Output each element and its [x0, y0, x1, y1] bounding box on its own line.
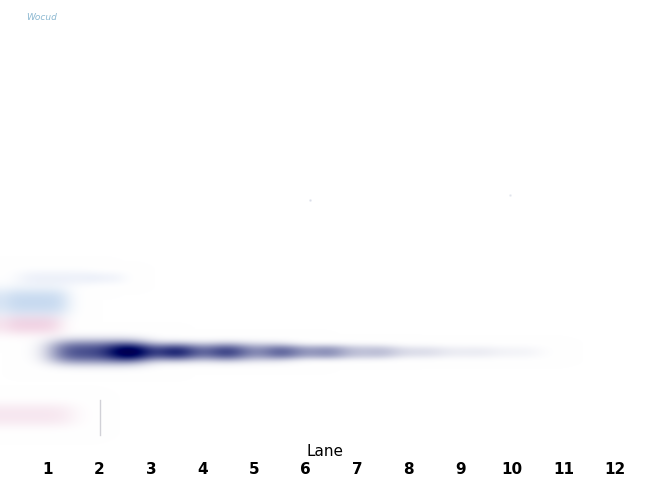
Text: 10: 10: [501, 462, 523, 478]
Text: 4: 4: [198, 462, 208, 478]
Text: 6: 6: [300, 462, 311, 478]
Text: Lane: Lane: [307, 445, 343, 459]
Text: 11: 11: [553, 462, 574, 478]
Text: 12: 12: [604, 462, 625, 478]
Text: 5: 5: [249, 462, 259, 478]
Text: 3: 3: [146, 462, 157, 478]
Text: 1: 1: [43, 462, 53, 478]
Text: 8: 8: [404, 462, 414, 478]
Text: 9: 9: [455, 462, 465, 478]
Text: 7: 7: [352, 462, 363, 478]
Text: 2: 2: [94, 462, 105, 478]
Text: Wocud: Wocud: [27, 13, 57, 22]
